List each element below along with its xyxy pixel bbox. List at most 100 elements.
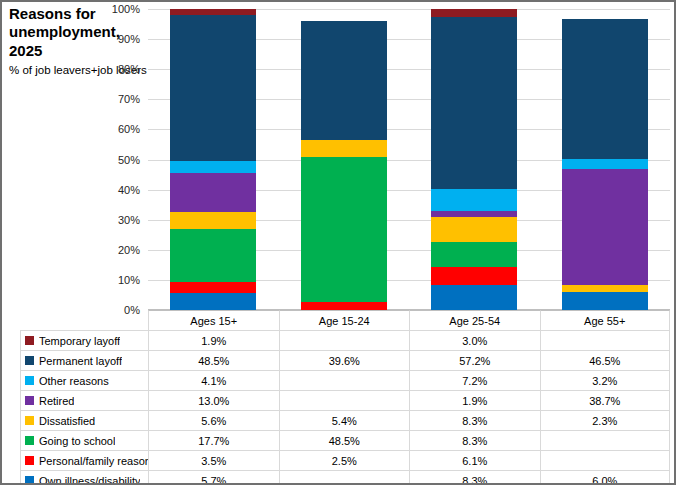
bar-column-age-25-54 bbox=[409, 9, 540, 310]
table-row-temporary-layoff: Temporary layoff 1.9% 3.0% bbox=[20, 330, 670, 350]
bar-segment-retired[interactable] bbox=[562, 169, 648, 285]
legend-cell-permanent-layoff: Permanent layoff bbox=[20, 351, 148, 370]
value-cell: 5.7% bbox=[148, 471, 279, 485]
value-cell: 48.5% bbox=[148, 351, 279, 370]
legend-cell-temporary-layoff: Temporary layoff bbox=[20, 331, 148, 350]
bar-segment-going-to-school[interactable] bbox=[170, 229, 256, 282]
y-tick-label: 10% bbox=[118, 274, 140, 286]
category-label-age-55: Age 55+ bbox=[540, 310, 671, 330]
bar-segment-permanent-layoff[interactable] bbox=[301, 21, 387, 140]
value-cell: 7.2% bbox=[409, 371, 540, 390]
value-cell: 46.5% bbox=[540, 351, 671, 370]
legend-label: Own illness/disability bbox=[39, 475, 140, 485]
legend-label: Retired bbox=[39, 395, 74, 407]
value-cell: 8.3% bbox=[409, 471, 540, 485]
value-cell bbox=[540, 451, 671, 470]
bar-age-25-54[interactable] bbox=[431, 9, 517, 310]
legend-swatch-temporary-layoff bbox=[25, 336, 34, 345]
y-tick-label: 70% bbox=[118, 93, 140, 105]
header-spacer-cell bbox=[20, 310, 148, 330]
chart-frame[interactable]: Reasons for unemployment, 2025 % of job … bbox=[0, 0, 676, 485]
table-row-own-illness-disability: Own illness/disability5.7%8.3%6.0% bbox=[20, 470, 670, 485]
bar-segment-own-illness-disability[interactable] bbox=[170, 293, 256, 310]
y-tick-label: 30% bbox=[118, 214, 140, 226]
value-cell: 57.2% bbox=[409, 351, 540, 370]
legend-label: Temporary layoff bbox=[39, 335, 120, 347]
bar-segment-dissatisfied[interactable] bbox=[431, 217, 517, 242]
value-cell: 2.3% bbox=[540, 411, 671, 430]
category-header-row: Ages 15+Age 15-24Age 25-54Age 55+ bbox=[20, 310, 670, 330]
bar-segment-retired[interactable] bbox=[170, 173, 256, 212]
table-row-dissatisfied: Dissatisfied5.6%5.4%8.3%2.3% bbox=[20, 410, 670, 430]
legend-swatch-permanent-layoff bbox=[25, 356, 34, 365]
legend-swatch-retired bbox=[25, 396, 34, 405]
data-table: Temporary layoff 1.9% 3.0% Permanent layoff… bbox=[20, 330, 670, 485]
bar-column-age-15-24 bbox=[279, 9, 410, 310]
bar-segment-dissatisfied[interactable] bbox=[562, 285, 648, 292]
bar-segment-permanent-layoff[interactable] bbox=[170, 15, 256, 161]
bar-segment-temporary-layoff[interactable] bbox=[431, 9, 517, 17]
plot-area bbox=[148, 9, 670, 310]
y-tick-label: 80% bbox=[118, 63, 140, 75]
y-tick-label: 60% bbox=[118, 123, 140, 135]
value-cell: 38.7% bbox=[540, 391, 671, 410]
bar-segment-personal-family-reasons[interactable] bbox=[431, 267, 517, 285]
table-row-retired: Retired 13.0% 1.9%38.7% bbox=[20, 390, 670, 410]
y-tick-label: 20% bbox=[118, 244, 140, 256]
legend-label: Going to school bbox=[39, 435, 115, 447]
legend-cell-dissatisfied: Dissatisfied bbox=[20, 411, 148, 430]
legend-cell-retired: Retired bbox=[20, 391, 148, 410]
value-cell: 1.9% bbox=[409, 391, 540, 410]
table-row-permanent-layoff: Permanent layoff48.5%39.6%57.2%46.5% bbox=[20, 350, 670, 370]
bars bbox=[148, 9, 670, 310]
bar-segment-own-illness-disability[interactable] bbox=[431, 285, 517, 310]
bar-segment-other-reasons[interactable] bbox=[562, 159, 648, 169]
value-cell bbox=[279, 471, 410, 485]
bar-segment-other-reasons[interactable] bbox=[431, 189, 517, 211]
legend-cell-going-to-school: Going to school bbox=[20, 431, 148, 450]
bar-segment-personal-family-reasons[interactable] bbox=[301, 302, 387, 310]
legend-table: Ages 15+Age 15-24Age 25-54Age 55+ Tempor… bbox=[20, 310, 670, 485]
y-tick-label: 40% bbox=[118, 184, 140, 196]
y-axis: 0%10%20%30%40%50%60%70%80%90%100% bbox=[88, 9, 140, 310]
bar-segment-going-to-school[interactable] bbox=[301, 157, 387, 303]
bar-age-15-24[interactable] bbox=[301, 9, 387, 310]
value-cell: 3.2% bbox=[540, 371, 671, 390]
value-cell bbox=[279, 371, 410, 390]
bar-column-ages-15 bbox=[148, 9, 279, 310]
table-row-other-reasons: Other reasons4.1%7.2%3.2% bbox=[20, 370, 670, 390]
bar-segment-permanent-layoff[interactable] bbox=[431, 17, 517, 189]
legend-label: Dissatisfied bbox=[39, 415, 95, 427]
bar-segment-going-to-school[interactable] bbox=[431, 242, 517, 267]
value-cell bbox=[279, 391, 410, 410]
bar-age-55[interactable] bbox=[562, 9, 648, 310]
value-cell: 8.3% bbox=[409, 411, 540, 430]
legend-swatch-personal-family-reasons bbox=[25, 456, 34, 465]
value-cell bbox=[279, 331, 410, 350]
bar-segment-own-illness-disability[interactable] bbox=[562, 292, 648, 310]
value-cell: 3.0% bbox=[409, 331, 540, 350]
value-cell: 8.3% bbox=[409, 431, 540, 450]
value-cell: 6.1% bbox=[409, 451, 540, 470]
category-label-age-15-24: Age 15-24 bbox=[279, 310, 410, 330]
value-cell: 13.0% bbox=[148, 391, 279, 410]
legend-swatch-dissatisfied bbox=[25, 416, 34, 425]
bar-segment-dissatisfied[interactable] bbox=[170, 212, 256, 229]
value-cell: 5.6% bbox=[148, 411, 279, 430]
bar-segment-dissatisfied[interactable] bbox=[301, 140, 387, 156]
value-cell: 2.5% bbox=[279, 451, 410, 470]
legend-label: Personal/family reasons bbox=[39, 455, 148, 467]
legend-swatch-own-illness-disability bbox=[25, 476, 34, 485]
value-cell: 1.9% bbox=[148, 331, 279, 350]
bar-segment-permanent-layoff[interactable] bbox=[562, 19, 648, 159]
legend-cell-own-illness-disability: Own illness/disability bbox=[20, 471, 148, 485]
legend-label: Other reasons bbox=[39, 375, 109, 387]
table-row-going-to-school: Going to school17.7%48.5%8.3% bbox=[20, 430, 670, 450]
value-cell: 48.5% bbox=[279, 431, 410, 450]
bar-column-age-55 bbox=[540, 9, 671, 310]
bar-ages-15[interactable] bbox=[170, 9, 256, 310]
bar-segment-other-reasons[interactable] bbox=[170, 161, 256, 173]
bar-segment-personal-family-reasons[interactable] bbox=[170, 282, 256, 293]
legend-swatch-other-reasons bbox=[25, 376, 34, 385]
legend-label: Permanent layoff bbox=[39, 355, 122, 367]
